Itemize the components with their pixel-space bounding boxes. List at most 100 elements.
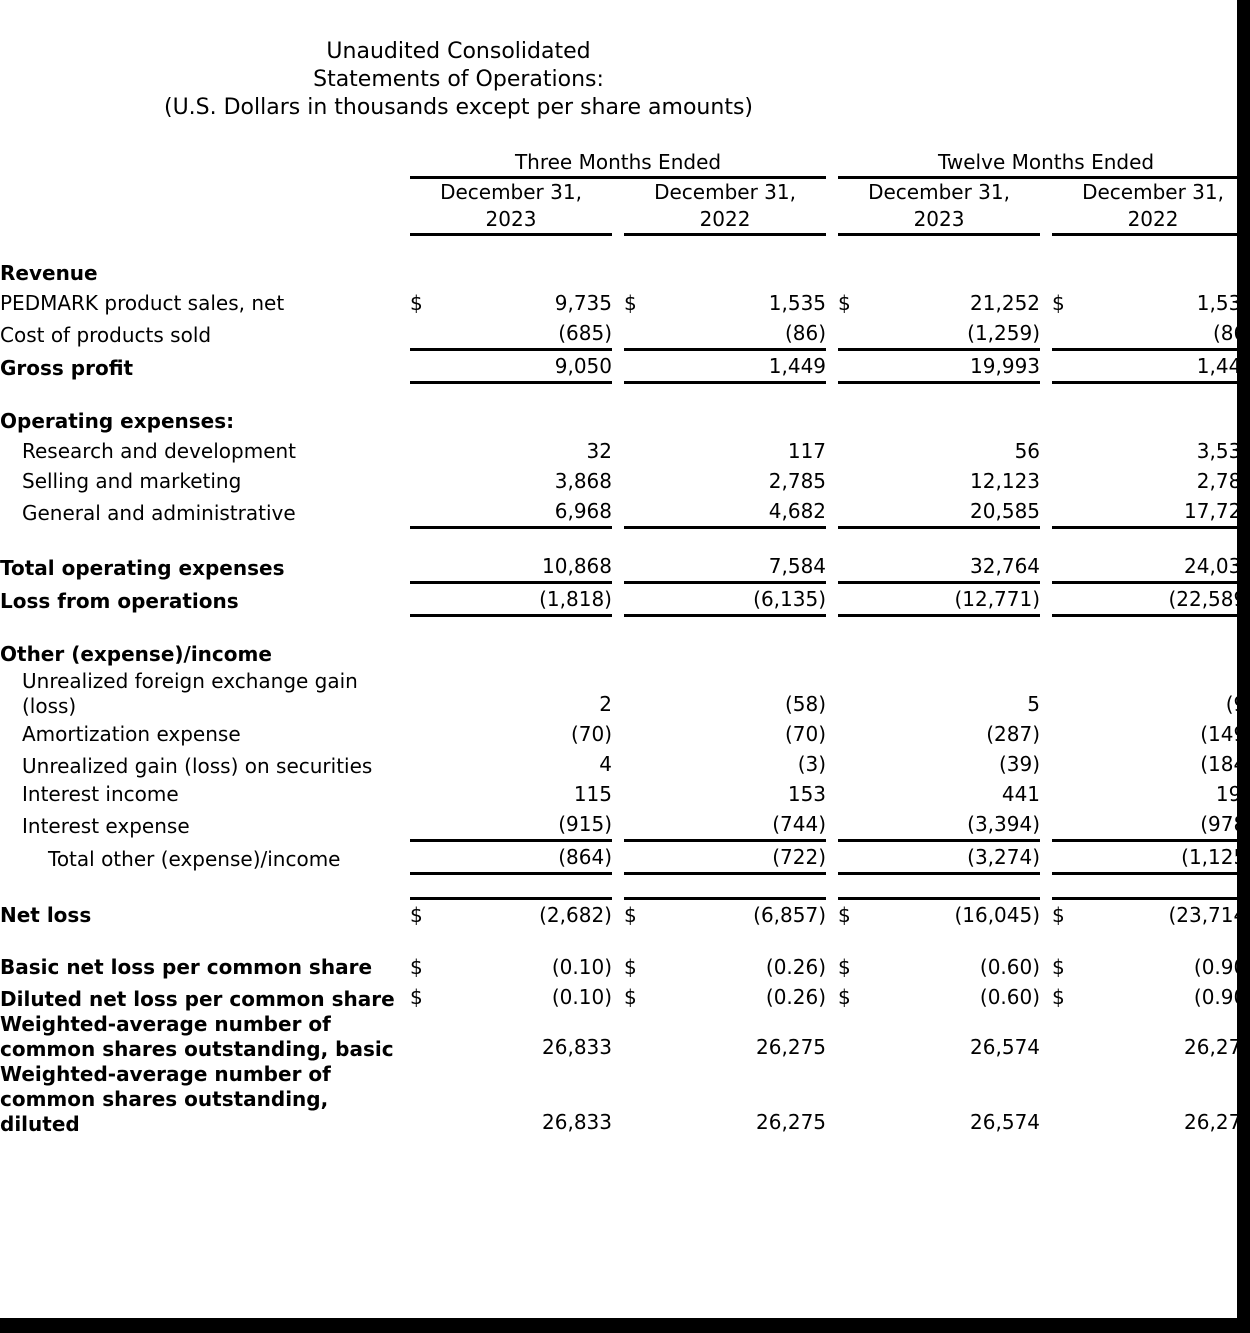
gap bbox=[1040, 288, 1052, 318]
gap bbox=[826, 436, 838, 466]
sm-cur-1 bbox=[410, 466, 442, 496]
research-and-development-q4-2022: 117 bbox=[787, 439, 827, 463]
gap bbox=[612, 318, 624, 350]
gap bbox=[826, 719, 838, 749]
weighted-average-shares-diluted-fy-2022: 26,275 bbox=[1184, 1110, 1250, 1134]
loss-from-operations-q4-2023: (1,818) bbox=[442, 582, 612, 617]
table-row: Loss from operations (1,818) (6,135) (12… bbox=[0, 582, 1250, 617]
selling-and-marketing-fy-2023: 12,123 bbox=[970, 469, 1041, 493]
research-and-development-q4-2023: 32 bbox=[586, 439, 612, 463]
row-label-unrealized-gain-loss-securities: Unrealized gain (loss) on securities bbox=[22, 754, 373, 778]
currency-symbol: $ bbox=[410, 897, 442, 930]
currency-symbol: $ bbox=[410, 985, 423, 1009]
interest-income-q4-2023: 115 bbox=[573, 782, 612, 806]
total-other-expense-income-fy-2022: (1,125) bbox=[1084, 840, 1250, 875]
selling-and-marketing-q4-2022: 2,785 bbox=[768, 469, 827, 493]
table-row: General and administrative 6,968 4,682 2… bbox=[0, 496, 1250, 529]
section-header-opex-blank bbox=[410, 406, 1250, 436]
section-other-income-header-row: Other (expense)/income bbox=[0, 639, 1250, 669]
fx-cur-2 bbox=[624, 669, 656, 719]
row-label-total-other-expense-income: Total other (expense)/income bbox=[48, 846, 341, 871]
row-label-research-and-development: Research and development bbox=[22, 439, 297, 463]
gap bbox=[612, 779, 624, 809]
toe-cur-3 bbox=[838, 551, 871, 584]
amortization-expense-fy-2022: (149) bbox=[1200, 722, 1250, 746]
diluted-net-loss-per-share-q4-2023: (0.10) bbox=[551, 985, 612, 1009]
group-header-three-months: Three Months Ended bbox=[410, 148, 827, 179]
cost-of-products-sold-cur-1 bbox=[410, 318, 442, 351]
gap bbox=[612, 1062, 624, 1137]
total-other-expense-income-q4-2022: (722) bbox=[656, 840, 827, 875]
ga-cur-2 bbox=[624, 496, 656, 529]
loss-from-operations-fy-2022: (22,589) bbox=[1084, 582, 1250, 617]
gap bbox=[612, 952, 624, 982]
column-header-fy-2023-line1: December 31, bbox=[868, 180, 1010, 204]
gap bbox=[826, 841, 838, 874]
ga-cur-3 bbox=[838, 496, 871, 529]
row-label-pedmark-product-sales: PEDMARK product sales, net bbox=[0, 291, 285, 315]
table-row: Interest expense (915) (744) (3,394) (97… bbox=[0, 809, 1250, 842]
table-row: Weighted-average number of common shares… bbox=[0, 1012, 1250, 1062]
title-line-1: Unaudited Consolidated bbox=[326, 39, 591, 64]
table-row: Total operating expenses 10,868 7,584 32… bbox=[0, 551, 1250, 584]
pedmark-product-sales-q4-2023: 9,735 bbox=[554, 291, 612, 315]
column-header-gap-3 bbox=[1040, 178, 1052, 235]
currency-symbol: $ bbox=[1052, 955, 1065, 979]
ie-cur-1 bbox=[410, 809, 442, 842]
sm-cur-3 bbox=[838, 466, 870, 496]
cost-of-products-sold-cur-2 bbox=[624, 318, 656, 351]
document-title: Unaudited Consolidated Statements of Ope… bbox=[0, 0, 1237, 122]
row-label-selling-and-marketing: Selling and marketing bbox=[22, 469, 242, 493]
toi-cur-2 bbox=[624, 840, 656, 875]
column-header-gap-1 bbox=[612, 178, 624, 235]
rd-cur-4 bbox=[1052, 436, 1084, 466]
lfo-cur-1 bbox=[410, 582, 442, 617]
column-header-fy-2023-line2: 2023 bbox=[913, 207, 965, 231]
wad-cur-2 bbox=[624, 1062, 656, 1137]
ga-cur-1 bbox=[410, 496, 442, 529]
gap bbox=[612, 899, 624, 931]
net-loss-fy-2022: (23,714) bbox=[1084, 897, 1250, 930]
amort-cur-3 bbox=[838, 719, 870, 749]
currency-symbol: $ bbox=[410, 955, 423, 979]
amort-cur-4 bbox=[1052, 719, 1084, 749]
column-header-gap-2 bbox=[826, 178, 838, 235]
unrealized-fx-gain-loss-fy-2022: (9) bbox=[1084, 669, 1250, 719]
row-label-loss-from-operations: Loss from operations bbox=[0, 588, 239, 613]
section-header-other-blank bbox=[410, 639, 1250, 669]
general-and-administrative-q4-2022: 4,682 bbox=[656, 496, 827, 529]
gap bbox=[826, 288, 838, 318]
wad-cur-3 bbox=[838, 1062, 870, 1137]
unrealized-gain-loss-securities-fy-2022: (184) bbox=[1200, 752, 1250, 776]
gap bbox=[612, 841, 624, 874]
net-loss-q4-2023: (2,682) bbox=[442, 897, 612, 930]
currency-symbol: $ bbox=[1052, 897, 1085, 930]
table-row: Cost of products sold (685) (86) (1,259)… bbox=[0, 318, 1250, 351]
weighted-average-shares-basic-q4-2022: 26,275 bbox=[756, 1035, 827, 1059]
table-row: Gross profit 9,050 1,449 19,993 1,449 bbox=[0, 349, 1250, 384]
gap bbox=[826, 779, 838, 809]
row-label-weighted-average-shares-diluted: Weighted-average number of common shares… bbox=[0, 1062, 331, 1136]
gap bbox=[1040, 496, 1052, 528]
gap bbox=[1040, 669, 1052, 719]
gap bbox=[612, 749, 624, 779]
pedmark-product-sales-fy-2022: 1,535 bbox=[1196, 291, 1250, 315]
table-row: Net loss $ (2,682) $ (6,857) $ (16,045) … bbox=[0, 897, 1250, 931]
section-revenue-header-row: Revenue bbox=[0, 258, 1250, 288]
fx-cur-1 bbox=[410, 669, 442, 719]
spacer-after-headers bbox=[0, 235, 1250, 259]
financial-statement-page: Unaudited Consolidated Statements of Ope… bbox=[0, 0, 1250, 1137]
spacer-cell bbox=[0, 930, 1250, 952]
interest-income-fy-2022: 195 bbox=[1215, 782, 1250, 806]
gap bbox=[826, 952, 838, 982]
row-label-amortization-expense: Amortization expense bbox=[22, 722, 241, 746]
interest-expense-fy-2022: (978) bbox=[1084, 809, 1250, 842]
row-label-unrealized-fx-gain-loss: Unrealized foreign exchange gain (loss) bbox=[22, 669, 358, 718]
unrealized-gain-loss-securities-q4-2023: 4 bbox=[599, 752, 612, 776]
interest-expense-q4-2023: (915) bbox=[442, 809, 612, 842]
gap bbox=[826, 551, 838, 583]
gap bbox=[612, 496, 624, 528]
basic-net-loss-per-share-fy-2023: (0.60) bbox=[979, 955, 1041, 979]
cost-of-products-sold-fy-2023: (1,259) bbox=[870, 318, 1041, 351]
column-header-q4-2023: December 31, 2023 bbox=[410, 177, 612, 236]
